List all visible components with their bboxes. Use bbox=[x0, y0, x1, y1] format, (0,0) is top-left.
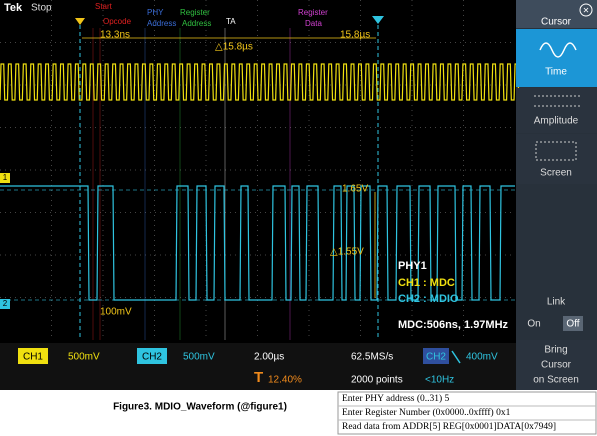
ch1-badge[interactable] bbox=[18, 348, 48, 364]
annotation: Register bbox=[180, 8, 210, 17]
brand: Tek bbox=[4, 2, 23, 14]
ch2-marker-label: 2 bbox=[3, 299, 8, 308]
cursor-readout: △15.8µs bbox=[215, 42, 253, 53]
time-icon bbox=[539, 42, 577, 58]
legend-ch1: CH1 : MDC bbox=[398, 277, 455, 289]
ch1-marker-label: 1 bbox=[3, 173, 8, 182]
cursor-readout: 13.3ns bbox=[100, 30, 130, 41]
terminal-line: Enter PHY address (0..31) 5 bbox=[342, 393, 450, 404]
ch2-marker bbox=[0, 299, 10, 309]
time-button[interactable] bbox=[516, 29, 597, 87]
close-icon[interactable] bbox=[579, 3, 593, 17]
annotation: Register bbox=[298, 8, 328, 17]
annotation: Address bbox=[182, 19, 211, 28]
status-ch1: CH1 bbox=[23, 352, 43, 363]
trigger-marker bbox=[372, 16, 384, 24]
ch1-waveform bbox=[0, 63, 522, 101]
trigger-slope bbox=[451, 350, 461, 364]
panel-item: Time bbox=[545, 67, 567, 78]
screen-icon bbox=[535, 141, 577, 161]
link-off[interactable]: Off bbox=[566, 319, 579, 330]
trigger-level: 400mV bbox=[466, 352, 498, 363]
trigger-position: 12.40% bbox=[268, 375, 302, 386]
graticule bbox=[0, 0, 515, 340]
status-ch1-scale: 500mV bbox=[68, 352, 100, 363]
run-status: Stop bbox=[31, 3, 52, 14]
bring-label: Cursor bbox=[541, 360, 572, 371]
timebase: 2.00µs bbox=[254, 352, 284, 363]
annotation: Start bbox=[95, 2, 113, 11]
annotation: Data bbox=[305, 19, 322, 28]
trigger-source: CH2 bbox=[426, 352, 446, 363]
bring-label: Bring bbox=[544, 345, 567, 356]
ch1-marker bbox=[0, 173, 10, 183]
trigger-frequency: <10Hz bbox=[425, 375, 454, 386]
terminal-line: Read data from ADDR[5] REG[0x0001]DATA[0… bbox=[342, 421, 556, 432]
cursor-readout: △1.55V bbox=[330, 247, 364, 258]
cursor-readout: 1.65V bbox=[342, 184, 368, 195]
legend-title: PHY1 bbox=[398, 260, 427, 272]
ch2-waveform bbox=[0, 185, 515, 301]
sample-rate: 62.5MS/s bbox=[351, 352, 393, 363]
cursor-readout: 100mV bbox=[100, 307, 132, 318]
cursor-readout: 15.8µs bbox=[340, 30, 370, 41]
legend-ch2: CH2 : MDIO bbox=[398, 293, 459, 305]
panel-item: Screen bbox=[540, 168, 572, 179]
link-off-bg[interactable] bbox=[563, 316, 583, 331]
link-on[interactable]: On bbox=[527, 319, 540, 330]
record-length: 2000 points bbox=[351, 375, 403, 386]
terminal-box bbox=[337, 391, 597, 435]
trigger-symbol: T bbox=[254, 369, 263, 386]
panel-title: Cursor bbox=[541, 17, 572, 28]
figure-caption: Figure3. MDIO_Waveform (@figure1) bbox=[113, 402, 287, 413]
cursor-marker bbox=[75, 18, 85, 25]
annotation: Address bbox=[147, 19, 176, 28]
status-ch2-scale: 500mV bbox=[183, 352, 215, 363]
bring-label: on Screen bbox=[533, 375, 579, 386]
waveforms bbox=[0, 16, 522, 340]
link-label: Link bbox=[547, 297, 566, 308]
close-icon-x: ✕ bbox=[583, 6, 590, 15]
terminal-line: Enter Register Number (0x0000..0xffff) 0… bbox=[342, 407, 511, 418]
status-ch2: CH2 bbox=[142, 352, 162, 363]
annotation: Opcode bbox=[103, 17, 132, 26]
panel-item: Amplitude bbox=[534, 116, 579, 127]
trigger-badge[interactable] bbox=[423, 348, 449, 364]
ch2-badge[interactable] bbox=[137, 348, 167, 364]
bring-button[interactable] bbox=[516, 340, 597, 390]
annotation: PHY bbox=[147, 8, 164, 17]
measurement: MDC:506ns, 1.97MHz bbox=[398, 319, 509, 331]
amplitude-button[interactable] bbox=[516, 88, 597, 133]
annotation: TA bbox=[226, 17, 236, 26]
